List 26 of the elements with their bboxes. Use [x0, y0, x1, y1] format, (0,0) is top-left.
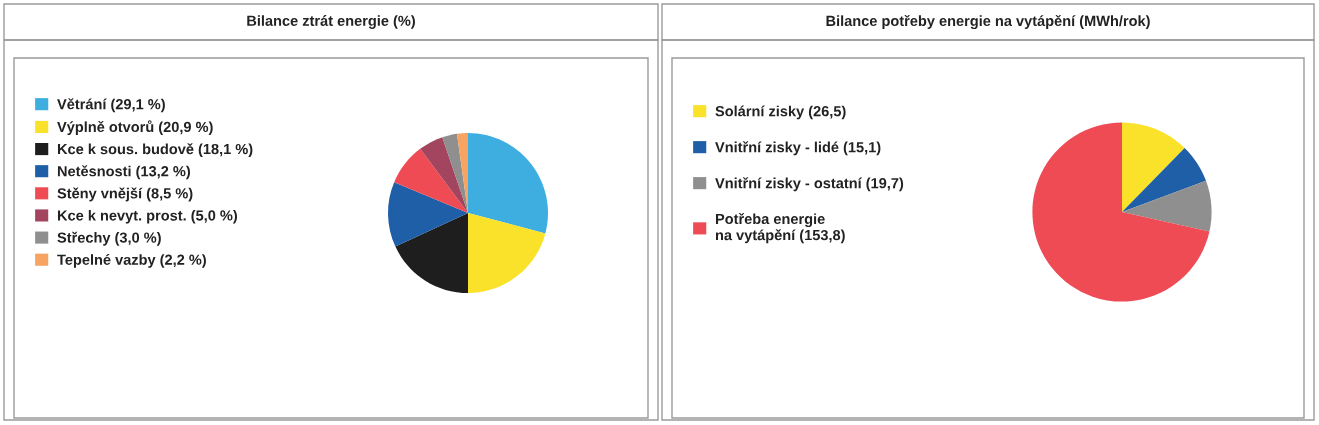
legend-label: Potřeba energie na vytápění (153,8) [715, 213, 845, 244]
pie-slice [1122, 180, 1212, 232]
pie-slice [1032, 122, 1210, 302]
pie-slice [442, 133, 468, 213]
legend-label: Střechy (3,0 %) [57, 231, 161, 246]
legend-label: Vnitřní zisky - lidé (15,1) [715, 141, 881, 156]
pie-slice [1122, 147, 1206, 212]
pie-slice [388, 182, 468, 247]
legend-label: Kce k sous. budově (18,1 %) [57, 143, 253, 158]
pie-slice [468, 133, 548, 234]
pie-slice [1122, 122, 1185, 212]
legend-label: Solární zisky (26,5) [715, 105, 846, 120]
pie-slice [395, 213, 468, 293]
legend-label: Tepelné vazby (2,2 %) [57, 254, 206, 268]
legend-label: Větrání (29,1 %) [57, 98, 165, 113]
pie-slice [394, 148, 468, 213]
pie-slice [456, 133, 468, 213]
legend-label: Stěny vnější (8,5 %) [57, 187, 193, 202]
legend-label: Výplně otvorů (20,9 %) [57, 120, 213, 135]
legend-label: Kce k nevyt. prost. (5,0 %) [57, 209, 238, 224]
pie-slice [420, 137, 468, 213]
legend-label: Vnitřní zisky - ostatní (19,7) [715, 177, 904, 192]
chart-title: Bilance potřeby energie na vytápění (MWh/rok) [826, 15, 1150, 29]
legend-label: Netěsnosti (13,2 %) [57, 165, 190, 180]
chart-title: Bilance ztrát energie (%) [247, 15, 415, 29]
pie-slice [468, 213, 546, 293]
